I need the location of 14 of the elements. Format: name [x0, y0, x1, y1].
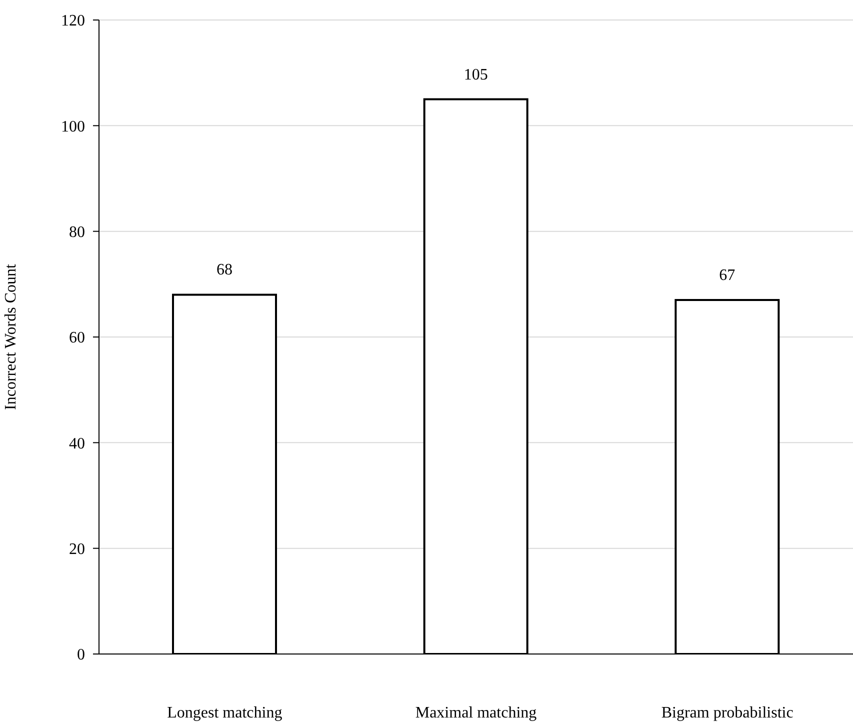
y-tick-label: 40: [69, 435, 85, 452]
y-tick-label: 0: [77, 646, 85, 664]
y-axis-title: Incorrect Words Count: [2, 263, 20, 410]
y-tick-label: 80: [69, 224, 85, 242]
y-tick-label: 20: [69, 541, 85, 558]
y-tick-label: 120: [61, 12, 85, 30]
data-label: 105: [464, 66, 488, 84]
x-tick-label: Bigram probabilistic: [661, 704, 794, 722]
x-tick-label: Longest matching: [167, 704, 282, 722]
data-label: 67: [719, 267, 736, 284]
data-label: 68: [216, 262, 232, 279]
y-tick-label: 60: [69, 330, 85, 347]
y-tick-label: 100: [61, 118, 85, 136]
x-tick-label: Maximal matching: [415, 704, 537, 722]
